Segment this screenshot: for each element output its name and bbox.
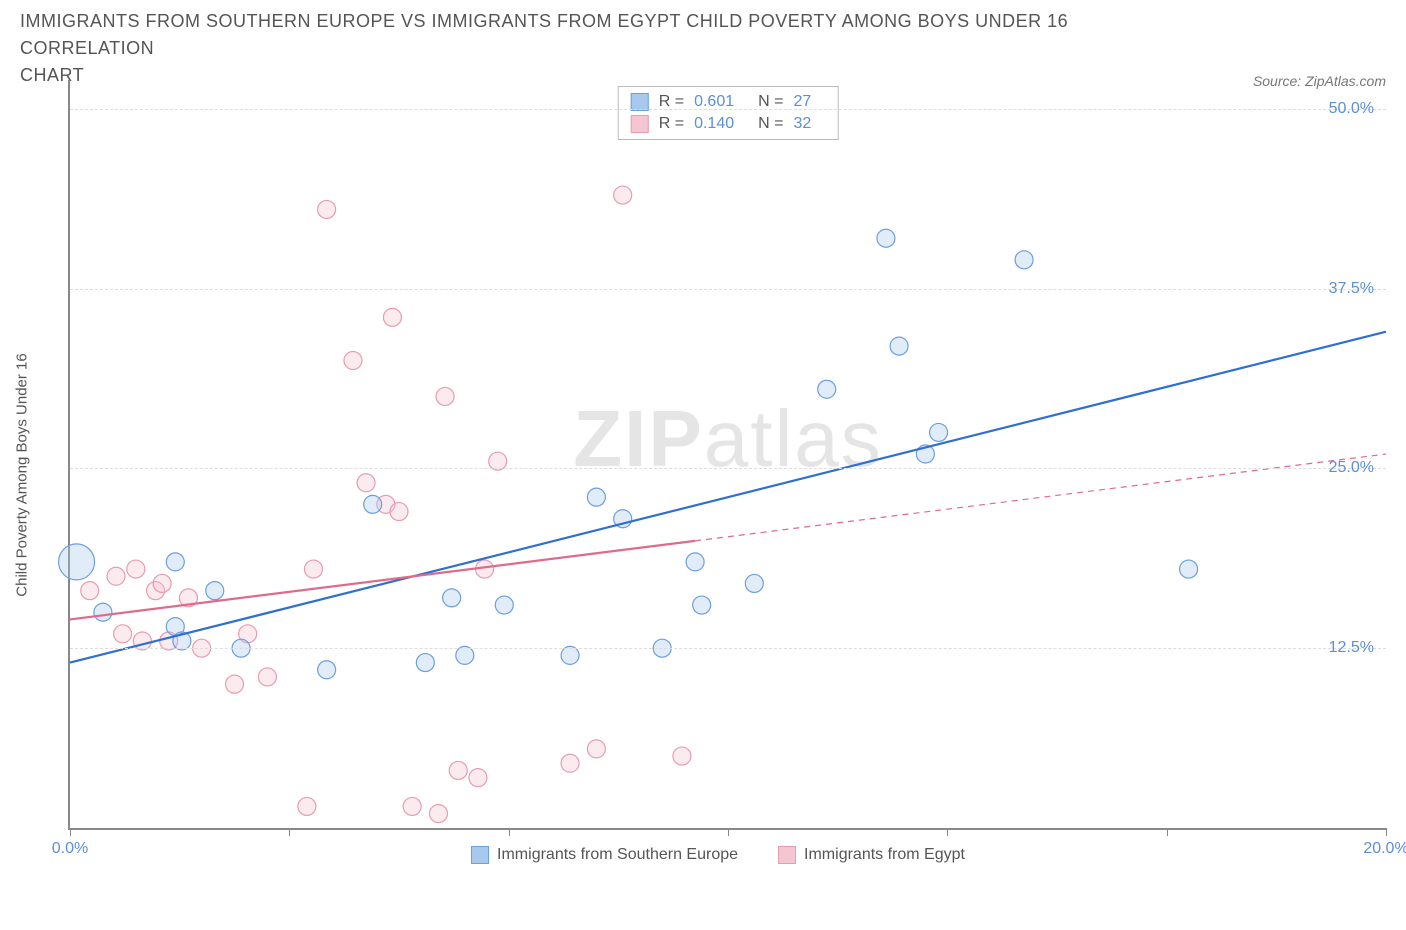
legend-label-0: Immigrants from Southern Europe [497, 846, 738, 864]
scatter-point [673, 747, 691, 765]
x-tick [70, 828, 71, 836]
scatter-point [745, 574, 763, 592]
legend-item-1: Immigrants from Egypt [778, 846, 965, 864]
scatter-point [258, 668, 276, 686]
scatter-point [206, 582, 224, 600]
gridline [70, 109, 1386, 110]
scatter-point [1180, 560, 1198, 578]
scatter-point [114, 625, 132, 643]
gridline [70, 289, 1386, 290]
scatter-point [318, 200, 336, 218]
scatter-point [383, 308, 401, 326]
scatter-point [614, 186, 632, 204]
scatter-point [81, 582, 99, 600]
scatter-point [449, 761, 467, 779]
scatter-point [304, 560, 322, 578]
scatter-point [127, 560, 145, 578]
scatter-point [344, 352, 362, 370]
correlation-legend: R = 0.601 N = 27 R = 0.140 N = 32 [618, 86, 839, 140]
gridline [70, 468, 1386, 469]
y-tick-label: 12.5% [1329, 639, 1374, 657]
legend-row-series-1: R = 0.140 N = 32 [631, 113, 826, 135]
scatter-point [416, 654, 434, 672]
scatter-point [390, 503, 408, 521]
scatter-point [1015, 251, 1033, 269]
r-value-1: 0.140 [694, 115, 734, 133]
scatter-point [877, 229, 895, 247]
scatter-point [226, 675, 244, 693]
x-tick [509, 828, 510, 836]
chart-title: IMMIGRANTS FROM SOUTHERN EUROPE VS IMMIG… [20, 8, 1170, 89]
scatter-point [443, 589, 461, 607]
scatter-point [166, 553, 184, 571]
scatter-point [429, 805, 447, 823]
scatter-point [107, 567, 125, 585]
legend-swatch-bottom-0 [471, 846, 489, 864]
n-value-1: 32 [793, 115, 811, 133]
legend-swatch-1 [631, 115, 649, 133]
scatter-point [818, 380, 836, 398]
scatter-point [357, 474, 375, 492]
y-axis-label: Child Poverty Among Boys Under 16 [14, 353, 31, 596]
y-tick-label: 37.5% [1329, 280, 1374, 298]
scatter-point [561, 754, 579, 772]
trend-line-extrapolated [695, 454, 1386, 541]
y-tick-label: 50.0% [1329, 100, 1374, 118]
legend-label-1: Immigrants from Egypt [804, 846, 965, 864]
legend-item-0: Immigrants from Southern Europe [471, 846, 738, 864]
chart-container: Child Poverty Among Boys Under 16 ZIPatl… [50, 80, 1386, 870]
scatter-point [94, 603, 112, 621]
trend-line [70, 332, 1386, 663]
n-label-1: N = [758, 115, 783, 133]
x-tick [1386, 828, 1387, 836]
scatter-point [587, 740, 605, 758]
x-tick [1167, 828, 1168, 836]
gridline [70, 648, 1386, 649]
x-tick [728, 828, 729, 836]
scatter-point [298, 797, 316, 815]
r-label-1: R = [659, 115, 684, 133]
scatter-point [495, 596, 513, 614]
plot-area: ZIPatlas R = 0.601 N = 27 R = 0.140 N = … [68, 80, 1386, 830]
scatter-point [59, 544, 95, 580]
scatter-point [469, 769, 487, 787]
scatter-point [436, 387, 454, 405]
scatter-point [587, 488, 605, 506]
scatter-point [318, 661, 336, 679]
title-line-1: IMMIGRANTS FROM SOUTHERN EUROPE VS IMMIG… [20, 11, 1068, 58]
scatter-point [153, 574, 171, 592]
scatter-point [403, 797, 421, 815]
plot-svg [70, 80, 1386, 828]
scatter-point [693, 596, 711, 614]
y-tick-label: 25.0% [1329, 459, 1374, 477]
scatter-point [890, 337, 908, 355]
x-tick [947, 828, 948, 836]
scatter-point [364, 495, 382, 513]
x-tick [289, 828, 290, 836]
series-legend: Immigrants from Southern Europe Immigran… [50, 846, 1386, 864]
legend-swatch-bottom-1 [778, 846, 796, 864]
scatter-point [930, 423, 948, 441]
scatter-point [686, 553, 704, 571]
